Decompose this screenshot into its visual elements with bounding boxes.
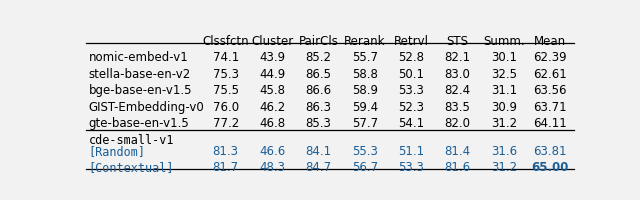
- Text: 44.9: 44.9: [259, 68, 285, 81]
- Text: 84.1: 84.1: [305, 145, 332, 158]
- Text: [Random]: [Random]: [88, 145, 145, 158]
- Text: 85.3: 85.3: [305, 117, 332, 130]
- Text: 62.61: 62.61: [534, 68, 567, 81]
- Text: 46.6: 46.6: [259, 145, 285, 158]
- Text: 53.3: 53.3: [398, 161, 424, 174]
- Text: stella-base-en-v2: stella-base-en-v2: [88, 68, 191, 81]
- Text: 52.8: 52.8: [398, 51, 424, 64]
- Text: 65.00: 65.00: [532, 161, 569, 174]
- Text: 58.9: 58.9: [352, 84, 378, 97]
- Text: 64.11: 64.11: [534, 117, 567, 130]
- Text: Summ.: Summ.: [483, 35, 525, 48]
- Text: 55.7: 55.7: [352, 51, 378, 64]
- Text: 53.3: 53.3: [398, 84, 424, 97]
- Text: Cluster: Cluster: [251, 35, 293, 48]
- Text: 31.2: 31.2: [491, 161, 517, 174]
- Text: Clssfctn: Clssfctn: [202, 35, 249, 48]
- Text: gte-base-en-v1.5: gte-base-en-v1.5: [88, 117, 189, 130]
- Text: 82.4: 82.4: [445, 84, 470, 97]
- Text: 46.2: 46.2: [259, 101, 285, 114]
- Text: 30.1: 30.1: [491, 51, 517, 64]
- Text: 76.0: 76.0: [212, 101, 239, 114]
- Text: GIST-Embedding-v0: GIST-Embedding-v0: [88, 101, 204, 114]
- Text: 50.1: 50.1: [398, 68, 424, 81]
- Text: Mean: Mean: [534, 35, 566, 48]
- Text: 54.1: 54.1: [398, 117, 424, 130]
- Text: 31.1: 31.1: [491, 84, 517, 97]
- Text: Rerank: Rerank: [344, 35, 385, 48]
- Text: 83.0: 83.0: [445, 68, 470, 81]
- Text: 31.2: 31.2: [491, 117, 517, 130]
- Text: 57.7: 57.7: [352, 117, 378, 130]
- Text: bge-base-en-v1.5: bge-base-en-v1.5: [88, 84, 192, 97]
- Text: 51.1: 51.1: [398, 145, 424, 158]
- Text: 75.5: 75.5: [212, 84, 239, 97]
- Text: 58.8: 58.8: [352, 68, 378, 81]
- Text: 75.3: 75.3: [212, 68, 239, 81]
- Text: 56.7: 56.7: [352, 161, 378, 174]
- Text: 81.3: 81.3: [212, 145, 239, 158]
- Text: cde-small-v1: cde-small-v1: [88, 134, 174, 147]
- Text: STS: STS: [447, 35, 468, 48]
- Text: nomic-embed-v1: nomic-embed-v1: [88, 51, 188, 64]
- Text: 82.1: 82.1: [445, 51, 470, 64]
- Text: 45.8: 45.8: [259, 84, 285, 97]
- Text: 55.3: 55.3: [352, 145, 378, 158]
- Text: 82.0: 82.0: [445, 117, 470, 130]
- Text: 63.71: 63.71: [534, 101, 567, 114]
- Text: PairCls: PairCls: [298, 35, 339, 48]
- Text: 85.2: 85.2: [305, 51, 332, 64]
- Text: 81.6: 81.6: [445, 161, 470, 174]
- Text: 86.6: 86.6: [305, 84, 332, 97]
- Text: 30.9: 30.9: [491, 101, 517, 114]
- Text: 81.7: 81.7: [212, 161, 239, 174]
- Text: 83.5: 83.5: [445, 101, 470, 114]
- Text: 31.6: 31.6: [491, 145, 517, 158]
- Text: 52.3: 52.3: [398, 101, 424, 114]
- Text: 86.3: 86.3: [305, 101, 332, 114]
- Text: 86.5: 86.5: [305, 68, 332, 81]
- Text: 46.8: 46.8: [259, 117, 285, 130]
- Text: 81.4: 81.4: [445, 145, 470, 158]
- Text: 32.5: 32.5: [491, 68, 517, 81]
- Text: 59.4: 59.4: [352, 101, 378, 114]
- Text: 63.56: 63.56: [534, 84, 567, 97]
- Text: 74.1: 74.1: [212, 51, 239, 64]
- Text: Retrvl: Retrvl: [394, 35, 429, 48]
- Text: [Contextual]: [Contextual]: [88, 161, 174, 174]
- Text: 84.7: 84.7: [305, 161, 332, 174]
- Text: 77.2: 77.2: [212, 117, 239, 130]
- Text: 63.81: 63.81: [534, 145, 567, 158]
- Text: 62.39: 62.39: [534, 51, 567, 64]
- Text: 48.3: 48.3: [259, 161, 285, 174]
- Text: 43.9: 43.9: [259, 51, 285, 64]
